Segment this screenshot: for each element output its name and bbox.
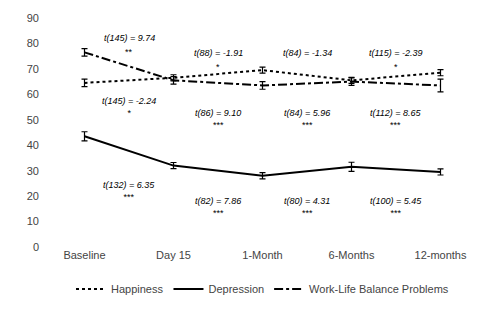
svg-text:t(82) = 7.86***: t(82) = 7.86*** xyxy=(195,196,241,218)
svg-text:t(145) = 9.74: t(145) = 9.74 xyxy=(104,33,155,43)
svg-text:Depression: Depression xyxy=(208,283,264,295)
svg-text:30: 30 xyxy=(27,165,39,177)
svg-text:Happiness: Happiness xyxy=(111,283,163,295)
svg-text:t(84) = 5.96***: t(84) = 5.96*** xyxy=(284,108,330,130)
svg-text:Day 15: Day 15 xyxy=(156,249,191,261)
svg-text:70: 70 xyxy=(27,63,39,75)
svg-text:t(100) = 5.45***: t(100) = 5.45*** xyxy=(370,196,422,218)
svg-text:t(132) = 6.35***: t(132) = 6.35*** xyxy=(103,180,155,202)
svg-text:40: 40 xyxy=(27,139,39,151)
svg-text:t(84) = -1.34: t(84) = -1.34 xyxy=(283,48,332,58)
svg-text:6-Months: 6-Months xyxy=(329,249,375,261)
svg-text:90: 90 xyxy=(27,12,39,24)
svg-text:*: * xyxy=(394,62,398,72)
svg-text:t(80) = 4.31***: t(80) = 4.31*** xyxy=(284,196,330,218)
svg-text:t(115) = -2.39: t(115) = -2.39 xyxy=(369,48,423,58)
svg-text:50: 50 xyxy=(27,114,39,126)
svg-text:10: 10 xyxy=(27,215,39,227)
svg-text:80: 80 xyxy=(27,37,39,49)
svg-text:t(112) = 8.65***: t(112) = 8.65*** xyxy=(370,108,422,130)
svg-text:Work-Life Balance Problems: Work-Life Balance Problems xyxy=(309,283,449,295)
svg-text:0: 0 xyxy=(33,241,39,253)
svg-text:*: * xyxy=(216,62,220,72)
svg-text:**: ** xyxy=(125,47,133,57)
svg-text:60: 60 xyxy=(27,88,39,100)
svg-text:1-Month: 1-Month xyxy=(242,249,282,261)
svg-text:t(88) = -1.91: t(88) = -1.91 xyxy=(194,48,243,58)
svg-text:t(145) = -2.24*: t(145) = -2.24* xyxy=(102,96,156,118)
svg-text:t(86) = 9.10***: t(86) = 9.10*** xyxy=(195,108,241,130)
svg-text:20: 20 xyxy=(27,190,39,202)
svg-text:Baseline: Baseline xyxy=(63,249,105,261)
svg-text:12-months: 12-months xyxy=(415,249,467,261)
